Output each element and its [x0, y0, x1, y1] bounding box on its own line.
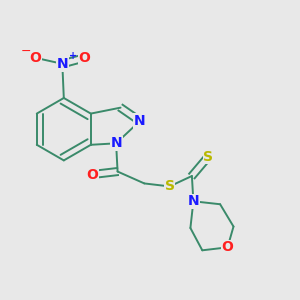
Text: +: +: [69, 51, 77, 62]
Text: O: O: [79, 51, 91, 65]
Text: O: O: [222, 240, 233, 254]
Text: N: N: [56, 57, 68, 71]
Text: N: N: [188, 194, 199, 208]
Text: O: O: [86, 167, 98, 182]
Text: N: N: [134, 114, 146, 128]
Text: S: S: [165, 179, 175, 194]
Text: O: O: [30, 51, 41, 65]
Text: S: S: [203, 150, 213, 164]
Text: N: N: [110, 136, 122, 150]
Text: −: −: [21, 45, 31, 58]
